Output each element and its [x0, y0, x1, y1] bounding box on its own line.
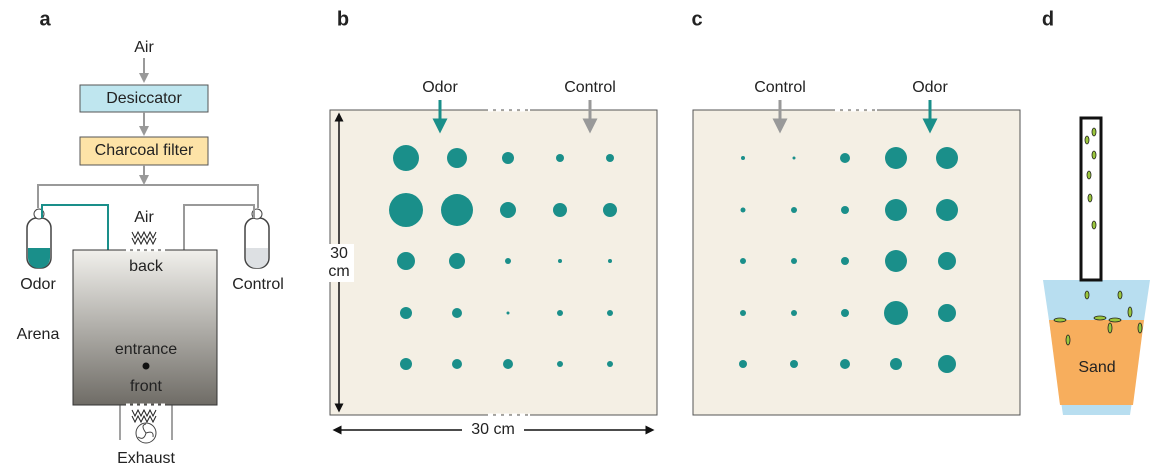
- panel-label: a: [39, 8, 51, 30]
- larva-density-dot: [397, 252, 415, 270]
- exhaust-flow: [132, 410, 156, 422]
- front-label: front: [130, 378, 163, 395]
- larva-density-dot: [507, 312, 510, 315]
- back-label: back: [129, 258, 164, 275]
- larva-density-dot: [840, 153, 850, 163]
- larva-density-dot: [553, 203, 567, 217]
- larva-density-dot: [557, 310, 563, 316]
- larva-density-dot: [936, 147, 958, 169]
- larva-density-dot: [505, 258, 511, 264]
- arena-label: Arena: [17, 326, 60, 343]
- control-label: Control: [754, 79, 806, 96]
- larva-density-dot: [503, 359, 513, 369]
- larva-density-dot: [791, 207, 797, 213]
- larva-density-dot: [938, 355, 956, 373]
- larva-density-dot: [791, 310, 797, 316]
- larva-density-dot: [885, 147, 907, 169]
- figure: a Air Desiccator Charcoal filter Odor Co…: [0, 0, 1158, 470]
- sand-label: Sand: [1078, 359, 1115, 376]
- odor-label: Odor: [912, 79, 948, 96]
- larva-density-dot: [452, 308, 462, 318]
- larva-density-dot: [400, 307, 412, 319]
- larva-density-dot: [739, 360, 747, 368]
- larva-density-dot: [441, 194, 473, 226]
- panel-label: b: [337, 8, 349, 30]
- larva-density-dot: [885, 199, 907, 221]
- panel-c: c Control Odor: [691, 8, 1020, 415]
- panel-b: b Odor Control 30 cm 30 cm: [324, 8, 657, 440]
- panel-label: d: [1042, 8, 1054, 30]
- larva-density-dot: [607, 361, 613, 367]
- larva-density-dot: [790, 360, 798, 368]
- larva-density-dot: [608, 259, 612, 263]
- larva-density-dot: [400, 358, 412, 370]
- larva-density-dot: [740, 258, 746, 264]
- panel-a: a Air Desiccator Charcoal filter Odor Co…: [17, 8, 284, 467]
- larva-density-dot: [741, 156, 745, 160]
- control-label: Control: [232, 276, 284, 293]
- larva-density-dot: [558, 259, 562, 263]
- larva-density-dot: [938, 304, 956, 322]
- height-unit: cm: [328, 263, 349, 280]
- larva-density-dot: [890, 358, 902, 370]
- larva-density-dot: [502, 152, 514, 164]
- larva-density-dot: [607, 310, 613, 316]
- air-flow: [132, 238, 156, 244]
- filter-label: Charcoal filter: [95, 142, 194, 159]
- larva-density-dot: [557, 361, 563, 367]
- panel-label: c: [691, 8, 702, 30]
- larva-density-dot: [740, 310, 746, 316]
- larva-density-dot: [556, 154, 564, 162]
- larva-density-dot: [500, 202, 516, 218]
- larva-density-dot: [841, 206, 849, 214]
- larva-density-dot: [841, 309, 849, 317]
- entrance-dot: [143, 363, 150, 370]
- desiccator-label: Desiccator: [106, 90, 182, 107]
- larva-density-dot: [885, 250, 907, 272]
- larva-density-dot: [840, 359, 850, 369]
- larva-density-dot: [884, 301, 908, 325]
- larva-density-dot: [449, 253, 465, 269]
- odor-liquid: [28, 248, 50, 268]
- larva-density-dot: [793, 157, 796, 160]
- panel-d: d Sand: [1042, 8, 1150, 415]
- odor-label: Odor: [20, 276, 56, 293]
- larva-density-dot: [938, 252, 956, 270]
- larva-density-dot: [393, 145, 419, 171]
- control-label: Control: [564, 79, 616, 96]
- air-label: Air: [134, 209, 154, 226]
- larva-density-dot: [936, 199, 958, 221]
- larva-density-dot: [603, 203, 617, 217]
- larva-density-dot: [389, 193, 423, 227]
- entrance-label: entrance: [115, 341, 177, 358]
- larva-density-dot: [741, 208, 746, 213]
- larva-density-dot: [841, 257, 849, 265]
- exhaust-label: Exhaust: [117, 450, 175, 467]
- height-value: 30: [330, 245, 348, 262]
- width-label: 30 cm: [471, 421, 515, 438]
- control-liquid: [246, 248, 268, 268]
- air-in-label: Air: [134, 39, 154, 56]
- larva-density-dot: [791, 258, 797, 264]
- larva-density-dot: [447, 148, 467, 168]
- larva-density-dot: [452, 359, 462, 369]
- odor-label: Odor: [422, 79, 458, 96]
- larva-density-dot: [606, 154, 614, 162]
